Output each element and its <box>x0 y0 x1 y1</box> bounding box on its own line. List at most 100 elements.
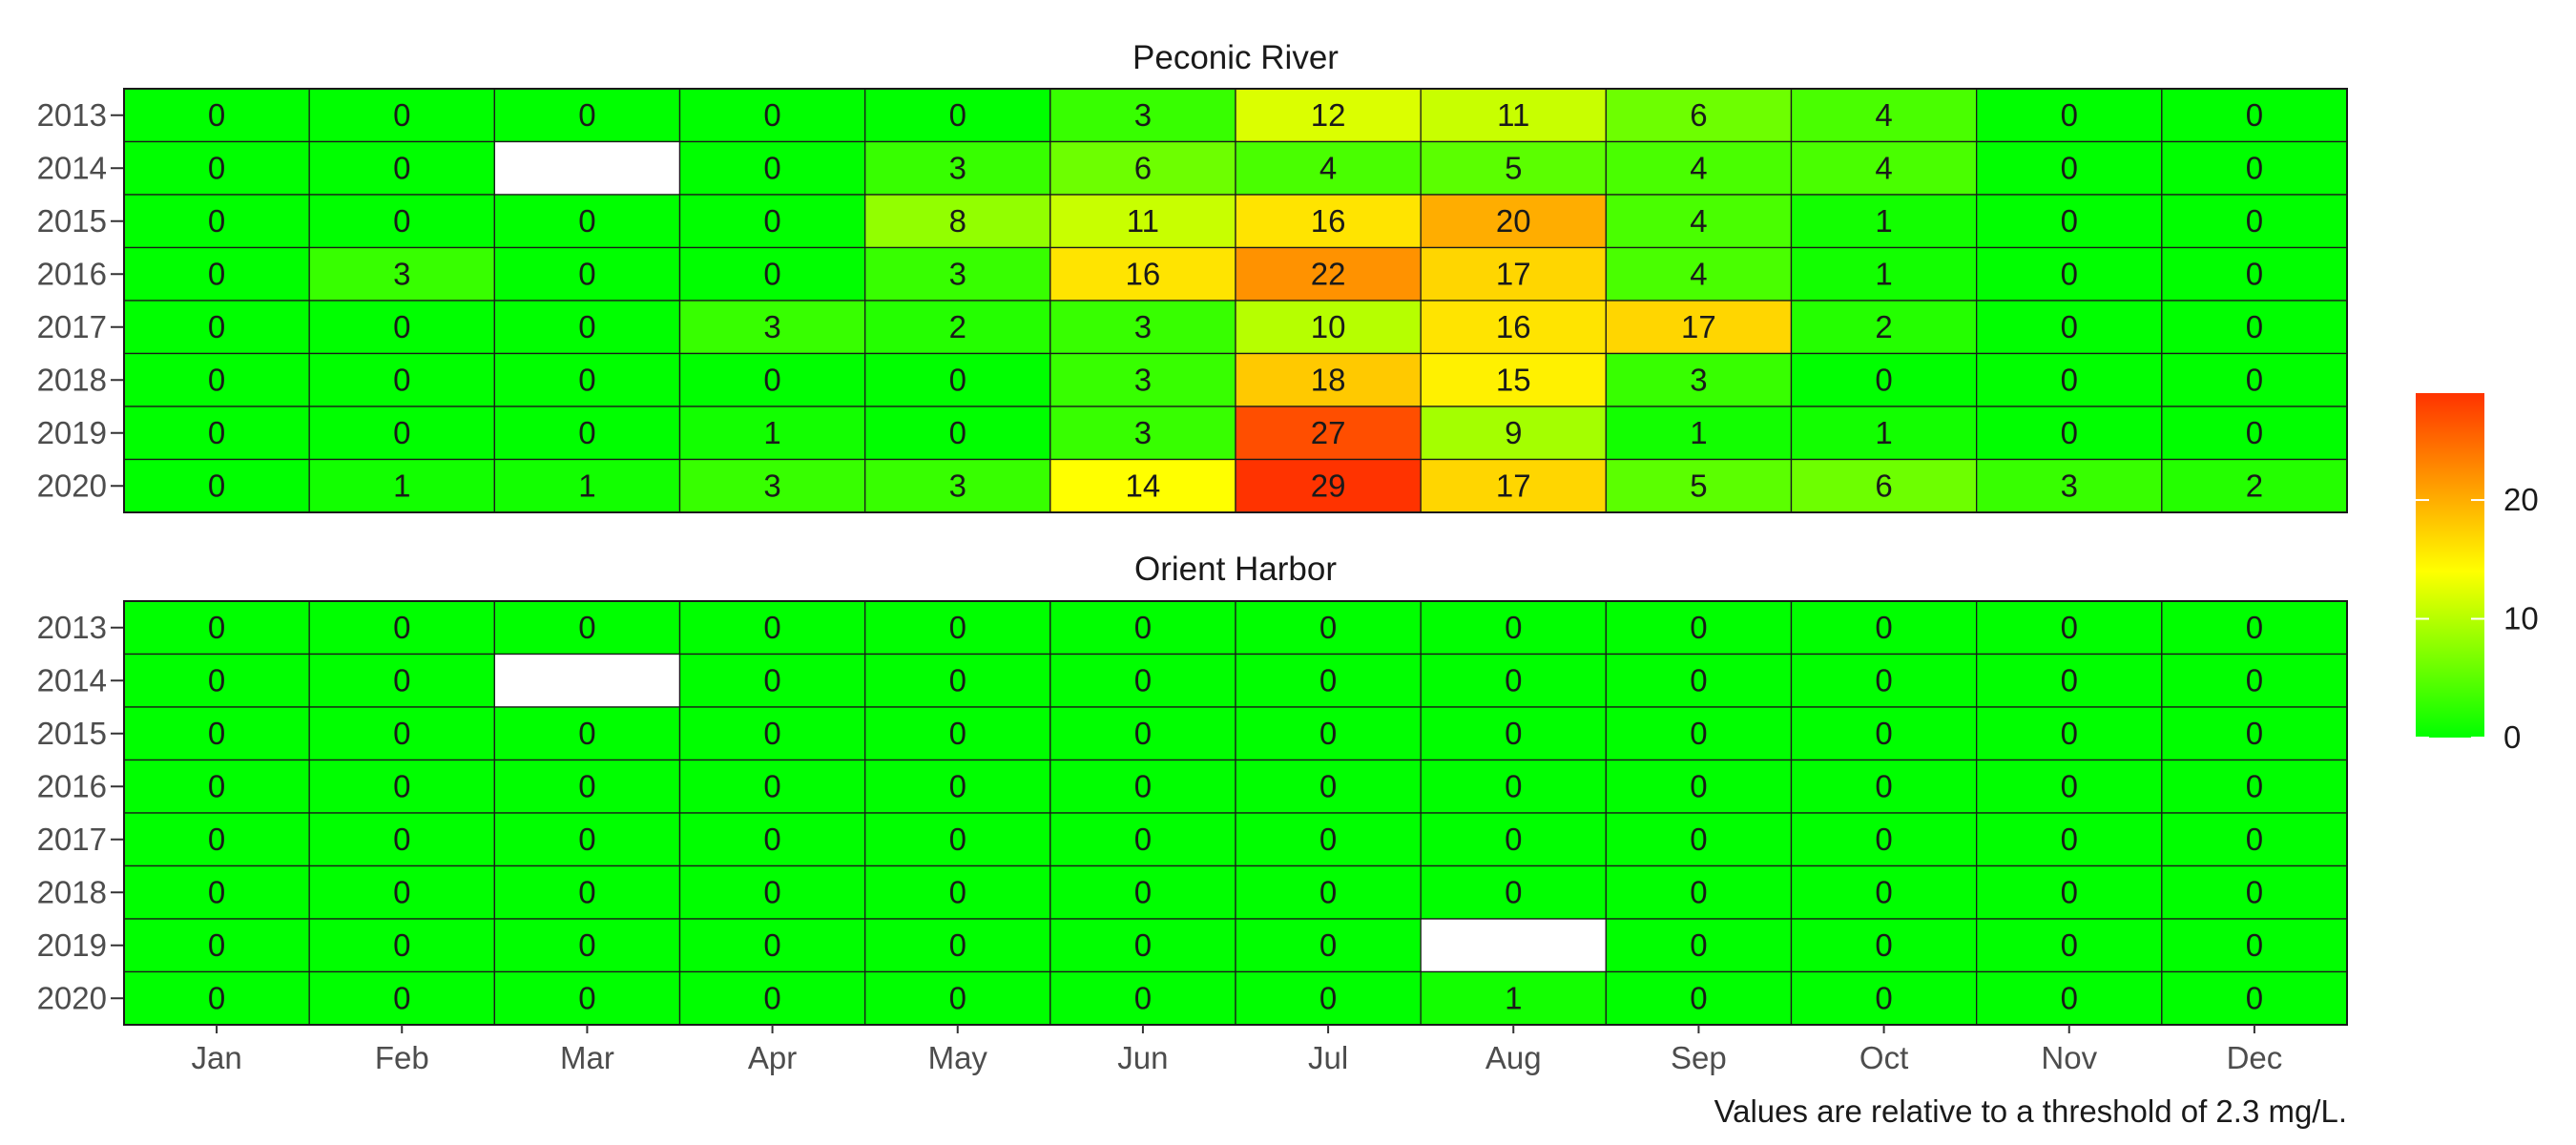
heatmap-cell <box>1605 918 1793 973</box>
heatmap-cell <box>1790 706 1978 761</box>
heatmap-cell <box>1790 246 1978 302</box>
heatmap-cell <box>1976 706 2163 761</box>
cell-value-label: 0 <box>208 309 225 344</box>
cell-value-label: 0 <box>1875 662 1892 697</box>
cell-value-label: 0 <box>393 97 410 133</box>
cell-value-label: 1 <box>1690 415 1707 450</box>
cell-value-label: 0 <box>393 980 410 1015</box>
heatmap-cell <box>864 706 1051 761</box>
cell-value-label: 0 <box>578 309 595 344</box>
cell-value-label: 0 <box>763 822 780 857</box>
cell-value-label: 0 <box>1134 610 1152 645</box>
heatmap-cell <box>123 140 310 196</box>
heatmap-cell <box>493 300 681 355</box>
heatmap-cell <box>123 458 310 513</box>
y-tick-label: 2015 <box>37 203 107 239</box>
heatmap-cell <box>1420 970 1607 1026</box>
heatmap-cell <box>123 759 310 814</box>
cell-value-label: 11 <box>1497 97 1529 133</box>
heatmap-cell <box>308 88 495 143</box>
heatmap-cell <box>1605 812 1793 867</box>
heatmap-cell <box>1049 300 1236 355</box>
cell-value-label: 27 <box>1311 415 1346 450</box>
cell-value-label: 29 <box>1311 468 1346 503</box>
cell-value-label: 0 <box>1319 980 1337 1015</box>
heatmap-cell <box>1235 406 1422 461</box>
heatmap-cell <box>308 864 495 920</box>
cell-value-label: 0 <box>949 927 966 963</box>
heatmap-cell <box>123 812 310 867</box>
heatmap-cell <box>1605 246 1793 302</box>
heatmap-cell <box>864 918 1051 973</box>
cell-value-label: 0 <box>763 662 780 697</box>
cell-value-label: 1 <box>1875 256 1892 291</box>
cell-value-label: 0 <box>208 980 225 1015</box>
heatmap-cell <box>493 194 681 249</box>
heatmap-cell <box>123 194 310 249</box>
cell-value-label: 1 <box>578 468 595 503</box>
heatmap-cell <box>678 918 866 973</box>
cell-value-label: 0 <box>208 362 225 397</box>
legend-tick-label: 10 <box>2503 601 2539 636</box>
heatmap-cell <box>1235 918 1422 973</box>
cell-value-label: 2 <box>1875 309 1892 344</box>
heatmap-cell <box>308 194 495 249</box>
y-tick-label: 2014 <box>37 662 107 697</box>
heatmap-cell <box>123 864 310 920</box>
cell-value-label: 9 <box>1505 415 1522 450</box>
cell-value-label: 0 <box>208 203 225 239</box>
cell-value-label: 3 <box>763 468 780 503</box>
y-tick-label: 2018 <box>37 874 107 909</box>
cell-value-label: 4 <box>1690 256 1707 291</box>
cell-value-label: 0 <box>1690 610 1707 645</box>
cell-value-label: 0 <box>578 768 595 803</box>
heatmap-cell <box>678 864 866 920</box>
heatmap-cell <box>678 759 866 814</box>
cell-value-label: 0 <box>578 256 595 291</box>
cell-value-label: 0 <box>208 468 225 503</box>
cell-value-label: 0 <box>578 97 595 133</box>
heatmap-cell <box>1790 458 1978 513</box>
heatmap-cell <box>1605 88 1793 143</box>
cell-value-label: 0 <box>393 822 410 857</box>
cell-value-label: 0 <box>2061 97 2078 133</box>
y-tick-label: 2014 <box>37 150 107 185</box>
heatmap-cell <box>1049 458 1236 513</box>
heatmap-cell <box>1049 706 1236 761</box>
cell-value-label: 0 <box>2246 822 2263 857</box>
cell-value-label: 4 <box>1319 150 1337 185</box>
heatmap-cell <box>1420 918 1607 973</box>
cell-value-label: 0 <box>2061 927 2078 963</box>
cell-value-label: 0 <box>2061 309 2078 344</box>
cell-value-label: 12 <box>1311 97 1346 133</box>
cell-value-label: 0 <box>2246 203 2263 239</box>
cell-value-label: 17 <box>1496 468 1531 503</box>
cell-value-label: 0 <box>949 716 966 751</box>
cell-value-label: 0 <box>1319 927 1337 963</box>
cell-value-label: 0 <box>1875 362 1892 397</box>
panel-title: Peconic River <box>1132 39 1339 76</box>
cell-value-label: 11 <box>1127 203 1159 239</box>
heatmap-cell <box>1235 864 1422 920</box>
heatmap-cell <box>1049 246 1236 302</box>
cell-value-label: 0 <box>2246 927 2263 963</box>
heatmap-cell <box>1235 970 1422 1026</box>
cell-value-label: 0 <box>1690 662 1707 697</box>
heatmap-cell <box>1049 812 1236 867</box>
heatmap-cell <box>1605 706 1793 761</box>
cell-value-label: 0 <box>1875 610 1892 645</box>
legend-tick-label: 20 <box>2503 482 2539 517</box>
cell-value-label: 0 <box>1505 716 1522 751</box>
cell-value-label: 0 <box>949 662 966 697</box>
cell-value-label: 0 <box>1319 716 1337 751</box>
heatmap-cell <box>1976 352 2163 407</box>
cell-value-label: 0 <box>2061 980 2078 1015</box>
cell-value-label: 4 <box>1875 150 1892 185</box>
heatmap-cell <box>1049 140 1236 196</box>
cell-value-label: 0 <box>1319 610 1337 645</box>
cell-value-label: 0 <box>2246 610 2263 645</box>
heatmap-cell <box>1235 352 1422 407</box>
cell-value-label: 0 <box>578 362 595 397</box>
cell-value-label: 0 <box>2061 150 2078 185</box>
